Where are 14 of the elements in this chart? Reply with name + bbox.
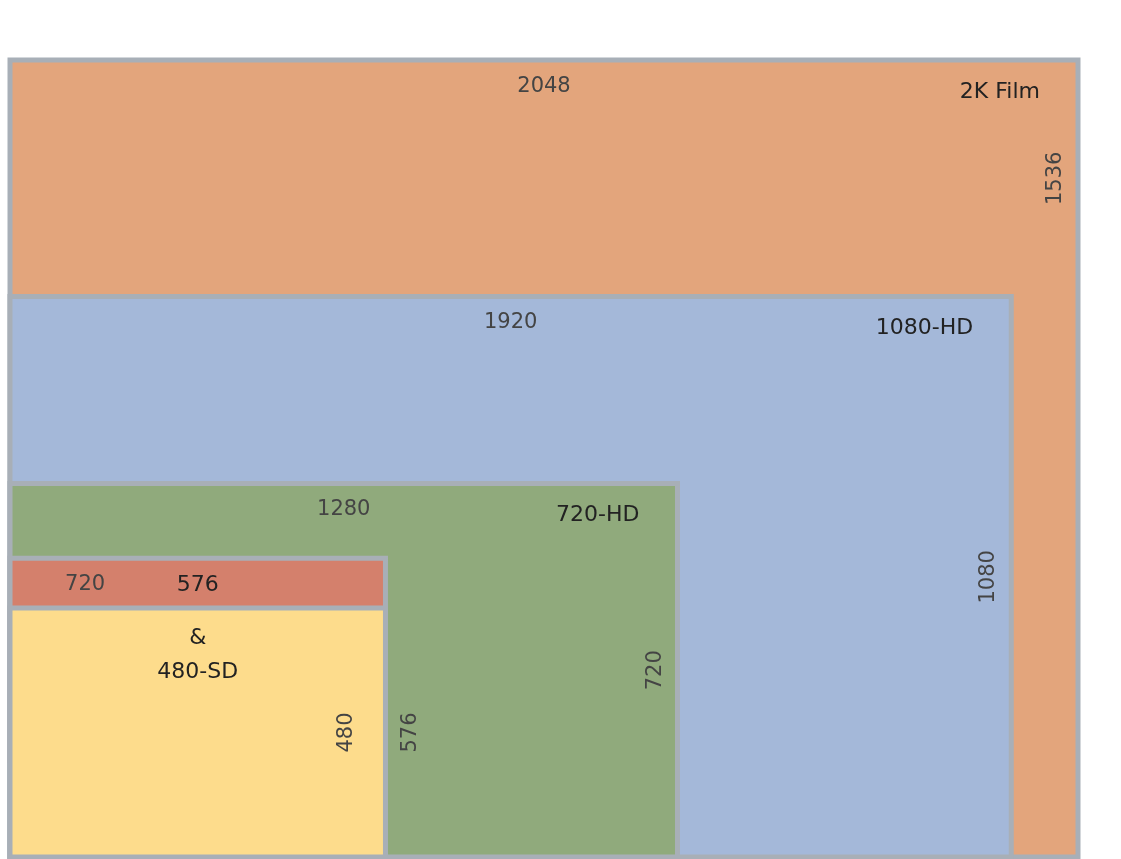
category-label: & 480-SD	[157, 624, 239, 684]
data-label: 1280	[317, 495, 371, 520]
data-label: 2048	[517, 72, 571, 97]
data-label: 576	[397, 712, 422, 753]
data-label: 480	[333, 712, 358, 753]
data-label: 1920	[483, 309, 538, 334]
data-label: 720	[65, 571, 106, 596]
data-label: 1080	[975, 550, 1000, 604]
category-label: 1080-HD	[875, 314, 974, 340]
category-label: 2K Film	[959, 77, 1040, 103]
data-label: 720	[641, 650, 666, 691]
data-label: 1536	[1042, 151, 1066, 206]
category-label: 576	[176, 570, 219, 596]
category-label: 720-HD	[556, 500, 640, 526]
